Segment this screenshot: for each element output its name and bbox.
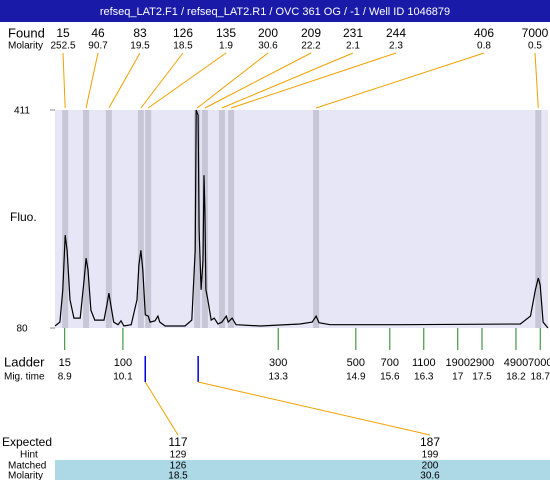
ladder-size: 15 <box>59 357 71 369</box>
found-size: 135 <box>216 26 236 40</box>
found-molarity: 0.8 <box>477 41 491 52</box>
mig-time-label: Mig. time <box>4 372 45 383</box>
ladder-mig-time: 17 <box>452 372 464 383</box>
found-size: 200 <box>258 26 278 40</box>
matched-molarity-label: Molarity <box>8 471 43 480</box>
found-connector <box>204 52 312 109</box>
ladder-mig-time: 10.1 <box>113 372 133 383</box>
found-connector <box>230 52 397 109</box>
y-tick-label: 80 <box>16 324 28 335</box>
found-size: 126 <box>173 26 193 40</box>
found-molarity: 252.5 <box>50 41 75 52</box>
found-molarity: 30.6 <box>258 41 278 52</box>
found-molarity: 90.7 <box>88 41 108 52</box>
found-connector <box>196 52 269 109</box>
found-band <box>62 110 69 328</box>
found-connector <box>85 52 99 109</box>
hint-label: Hint <box>20 450 38 461</box>
ladder-size: 2900 <box>470 357 494 369</box>
found-band <box>228 110 235 328</box>
ladder-size: 7000 <box>528 357 550 369</box>
match-connector <box>144 381 179 436</box>
ladder-mig-time: 16.3 <box>414 372 434 383</box>
ladder-size: 700 <box>381 357 399 369</box>
found-size: 46 <box>91 26 105 40</box>
y-label: Fluo. <box>10 210 37 224</box>
matched-molarity: 30.6 <box>420 471 440 480</box>
y-tick-label: 411 <box>14 106 30 117</box>
found-connector <box>221 52 354 109</box>
matched-molarity: 18.5 <box>168 471 188 480</box>
expected-value: 117 <box>168 435 187 449</box>
ladder-mig-time: 15.6 <box>380 372 400 383</box>
found-band <box>194 110 201 328</box>
ladder-size: 500 <box>347 357 365 369</box>
found-band <box>535 110 542 328</box>
found-band <box>313 110 320 328</box>
matched-value: 126 <box>170 461 187 472</box>
found-size: 209 <box>301 26 321 40</box>
found-size: 231 <box>343 26 363 40</box>
ladder-size: 4900 <box>504 357 528 369</box>
plot-area <box>55 110 548 328</box>
found-size: 83 <box>133 26 147 40</box>
expected-label: Expected <box>2 435 52 449</box>
found-molarity: 22.2 <box>301 41 321 52</box>
trace <box>54 109 549 329</box>
found-molarity: 0.5 <box>528 41 542 52</box>
found-band <box>105 110 112 328</box>
molarity-label: Molarity <box>8 41 43 52</box>
found-size: 406 <box>474 26 494 40</box>
found-connector <box>315 52 485 109</box>
ladder-size: 100 <box>114 357 132 369</box>
ladder-mig-time: 8.9 <box>58 372 72 383</box>
matched-value: 200 <box>422 461 439 472</box>
ladder-mig-time: 18.2 <box>506 372 526 383</box>
match-connector <box>198 381 431 436</box>
found-molarity: 1.9 <box>219 41 233 52</box>
ladder-size: 1900 <box>446 357 470 369</box>
ladder-size: 300 <box>269 357 287 369</box>
ladder-size: 1100 <box>412 357 436 369</box>
ladder-mig-time: 14.9 <box>346 372 366 383</box>
found-connector <box>62 52 66 109</box>
found-band <box>83 110 90 328</box>
ladder-label: Ladder <box>4 354 45 369</box>
found-band <box>145 110 152 328</box>
matched-highlight <box>55 460 550 480</box>
ladder-mig-time: 13.3 <box>268 372 288 383</box>
hint-value: 199 <box>422 450 439 461</box>
found-connector <box>140 52 184 109</box>
expected-value: 187 <box>420 435 440 449</box>
found-band <box>137 110 144 328</box>
matched-label: Matched <box>8 461 46 472</box>
found-size: 15 <box>56 26 70 40</box>
title: refseq_LAT2.F1 / refseq_LAT2.R1 / OVC 36… <box>100 6 450 18</box>
hint-value: 129 <box>170 450 187 461</box>
found-band <box>218 110 225 328</box>
found-label: Found <box>8 25 45 40</box>
found-molarity: 18.5 <box>173 41 193 52</box>
found-connector <box>534 52 539 109</box>
found-connector <box>147 52 227 109</box>
found-size: 7000 <box>522 26 549 40</box>
title-bar <box>0 0 550 22</box>
found-size: 244 <box>386 26 406 40</box>
found-molarity: 2.1 <box>346 41 360 52</box>
ladder-mig-time: 18.7 <box>531 372 550 383</box>
ladder-mig-time: 17.5 <box>472 372 492 383</box>
found-molarity: 2.3 <box>389 41 403 52</box>
found-molarity: 19.5 <box>130 41 150 52</box>
found-connector <box>108 52 141 109</box>
